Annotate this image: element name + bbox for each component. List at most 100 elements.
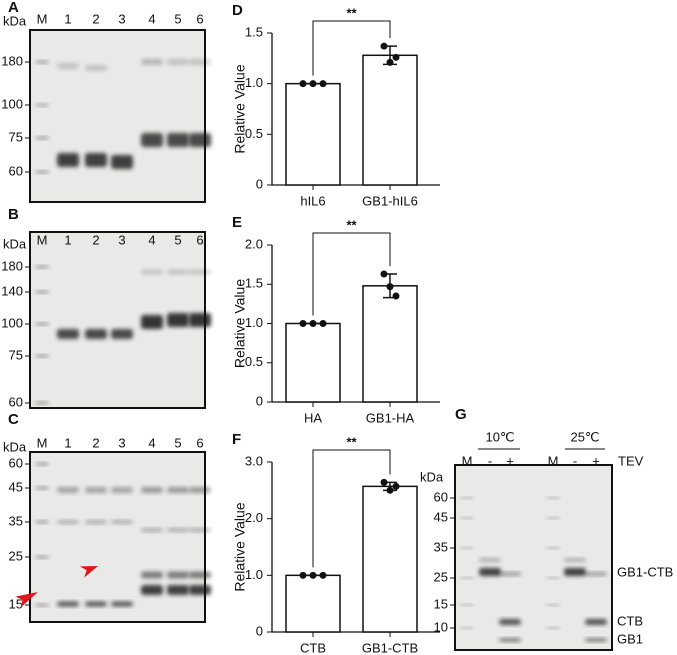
gel-frame [29,231,206,409]
data-point [319,80,327,88]
panel-label: F [232,431,241,448]
marker-label: 15 [9,596,23,611]
significance-bracket [312,449,391,568]
gel-band [189,313,211,327]
y-tick-label: 1.0 [245,75,263,90]
marker-label: 10 [434,619,448,634]
gel-band [57,329,79,339]
band-label: CTB [617,613,643,628]
lane-label: 6 [196,435,203,450]
gel-background [455,465,612,650]
data-point [380,478,388,486]
unit-label: kDa [3,439,27,454]
y-tick-label: 2.0 [245,510,263,525]
gel-band [189,585,211,595]
gel-band [85,65,107,71]
data-point [299,320,307,327]
gel-band [189,528,211,532]
gel-band [35,265,49,269]
marker-label: 15 [434,596,448,611]
data-point [380,270,388,278]
y-tick-label: 1.0 [245,315,263,330]
gel-band [141,528,163,532]
marker-label: 25 [9,548,23,563]
gel-background [30,30,205,202]
lane-label: 4 [148,435,155,450]
gel-band [189,59,211,65]
condition-label: 10℃ [485,429,514,444]
gel-band [479,558,501,562]
lane-label: 1 [64,232,71,247]
bar [362,54,418,186]
gel-band [546,497,560,499]
significance-label: ** [346,434,357,449]
gel-band [167,133,189,147]
gel-band [85,520,107,524]
lane-label: 2 [92,11,99,26]
lane-label: + [506,453,514,468]
marker-label: 75 [9,129,23,144]
bar [362,285,418,403]
marker-label: 60 [434,489,448,504]
gel-band [35,60,49,64]
marker-label: 60 [9,394,23,409]
gel-band [460,547,474,549]
gel-band [111,601,133,607]
lane-label: 3 [118,232,125,247]
gel-band [57,487,79,493]
marker-label: 75 [9,347,23,362]
lane-label: 5 [174,11,181,26]
gel-band [35,603,49,607]
y-tick-label: 0 [256,176,263,191]
data-point [299,571,307,579]
gel-band [35,136,49,140]
gel-band [141,315,163,329]
data-point [392,482,400,490]
lane-label: - [488,453,492,468]
panel-label: B [8,206,19,223]
bar [285,322,341,403]
marker-label: 35 [9,513,23,528]
band-label: GB1 [617,631,643,646]
lane-label: 1 [64,11,71,26]
gel-band [460,517,474,519]
gel-band [167,59,189,65]
marker-label: 60 [9,455,23,470]
y-tick-label: 2.0 [245,236,263,251]
gel-band [167,487,189,493]
gel-band [141,269,163,275]
gel-frame [29,451,206,623]
y-tick-label: 0.5 [245,354,263,369]
gel-band [546,577,560,579]
gel-band [35,322,49,326]
gel-band [546,517,560,519]
marker-label: 100 [1,96,23,111]
gel-band [564,568,586,576]
unit-label: kDa [420,469,444,484]
lane-label: 6 [196,232,203,247]
gel-band [460,604,474,606]
gel-band [499,619,521,625]
gel-band [111,487,133,493]
gel-band [35,486,49,490]
x-tick-label: HA [304,410,322,425]
gel-band [57,601,79,607]
data-point [309,571,317,579]
gel-band [57,63,79,69]
gel-band [499,638,521,642]
gel-band [585,619,607,625]
lane-label: 5 [174,435,181,450]
panel-label: C [8,411,19,428]
data-point [386,486,394,494]
lane-label: 4 [148,11,155,26]
gel-band [189,133,211,147]
marker-label: 100 [1,315,23,330]
gel-band [189,487,211,493]
significance-bracket [312,232,391,316]
gel-band [85,601,107,607]
unit-label: kDa [3,13,27,28]
lane-label: 2 [92,435,99,450]
marker-label: 45 [9,479,23,494]
gel-band [141,571,163,579]
lane-label: M [37,11,48,26]
